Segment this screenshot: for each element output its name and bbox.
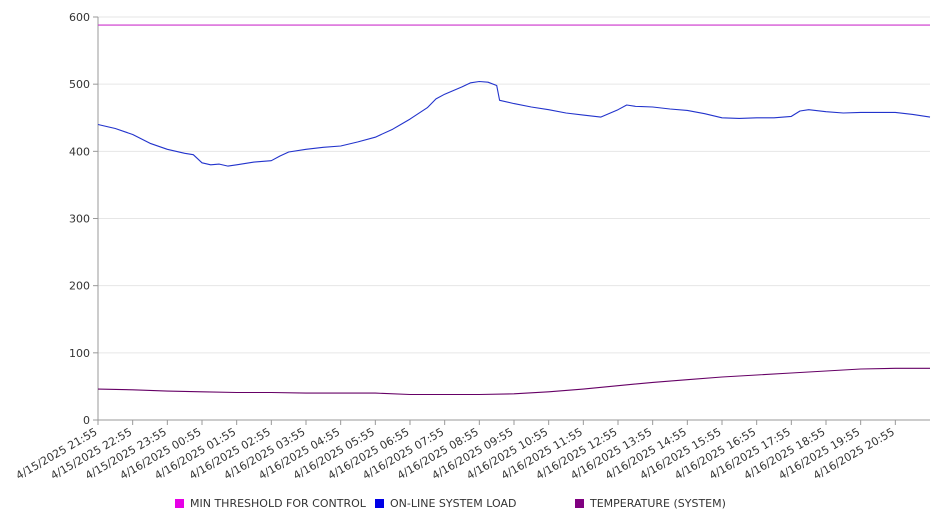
y-tick-label: 300 <box>69 213 90 226</box>
legend-swatch-min-threshold <box>175 499 184 508</box>
y-tick-label: 600 <box>69 11 90 24</box>
y-tick-label: 100 <box>69 347 90 360</box>
y-tick-label: 0 <box>83 414 90 427</box>
legend-swatch-system-load <box>375 499 384 508</box>
y-tick-label: 400 <box>69 145 90 158</box>
legend-item-system-load: ON-LINE SYSTEM LOAD <box>375 497 516 510</box>
legend-item-temperature: TEMPERATURE (SYSTEM) <box>575 497 726 510</box>
legend-label-min-threshold: MIN THRESHOLD FOR CONTROL <box>190 497 366 510</box>
legend: MIN THRESHOLD FOR CONTROL ON-LINE SYSTEM… <box>0 497 946 515</box>
series-layer <box>97 24 931 396</box>
y-tick-label: 200 <box>69 280 90 293</box>
legend-item-min-threshold: MIN THRESHOLD FOR CONTROL <box>175 497 366 510</box>
series-line-1 <box>97 80 931 167</box>
y-tick-label: 500 <box>69 78 90 91</box>
legend-label-temperature: TEMPERATURE (SYSTEM) <box>590 497 726 510</box>
series-line-2 <box>97 367 930 396</box>
legend-label-system-load: ON-LINE SYSTEM LOAD <box>390 497 517 510</box>
grid-layer <box>98 16 930 354</box>
legend-swatch-temperature <box>575 499 584 508</box>
